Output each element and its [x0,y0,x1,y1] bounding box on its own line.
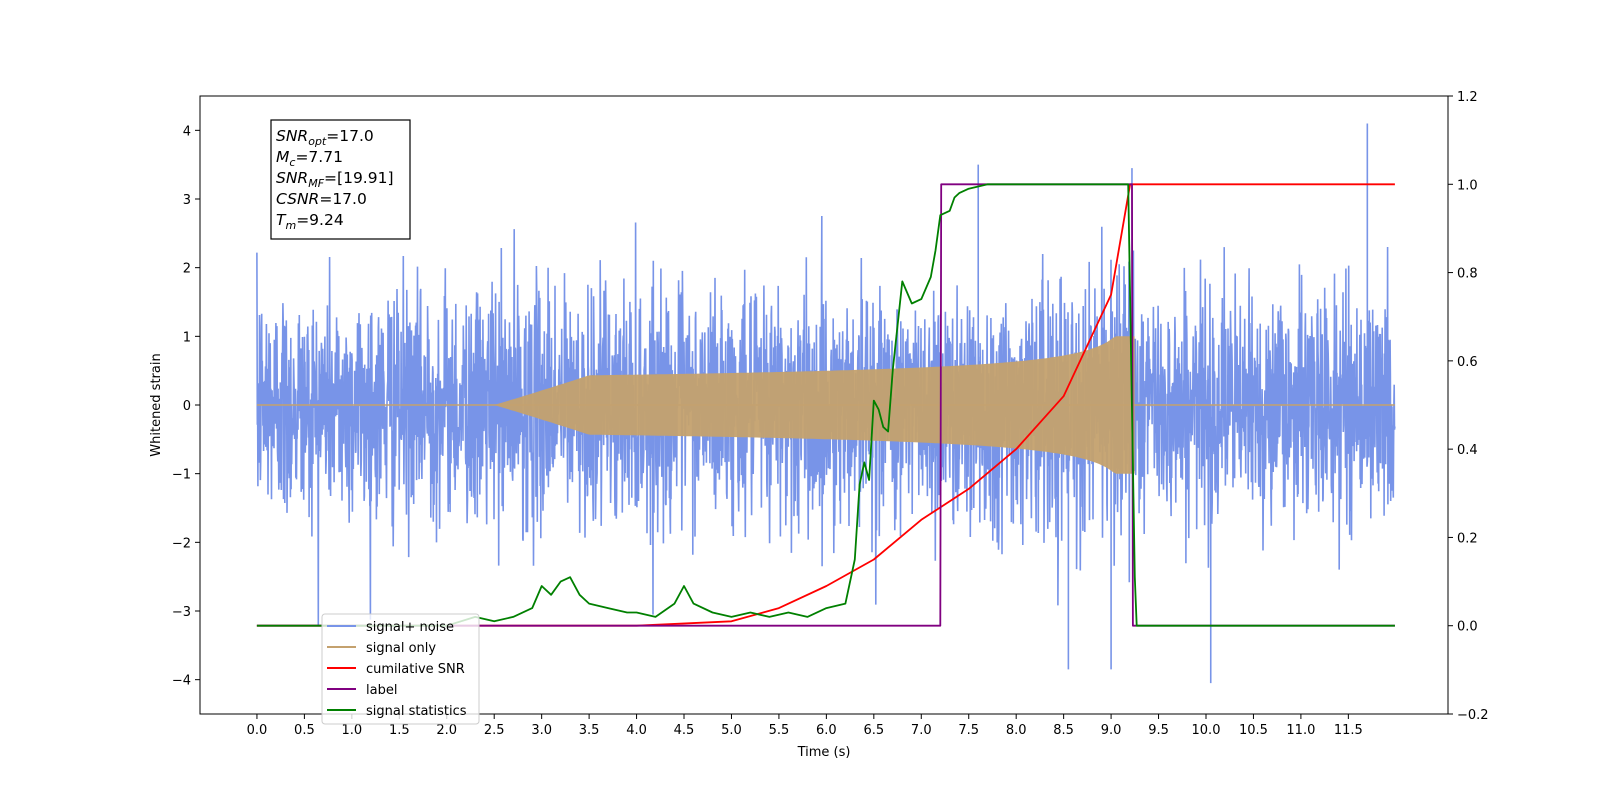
info-line: CSNR=17.0 [276,190,367,208]
x-tick-label: 1.5 [389,723,410,738]
axes: 0.0 0.5 1.0 1.5 2.0 2.5 3.0 3.5 4.0 4.5 5.0 5.5 6.0 6… [172,90,1489,738]
legend-label: signal+ noise [366,620,454,635]
y-right-tick-label: 0.2 [1457,531,1478,546]
x-tick-label: 9.5 [1148,723,1169,738]
info-box: SNRopt=17.0Mc=7.71SNRMF=[19.91]CSNR=17.0… [270,119,411,240]
x-tick-label: 6.5 [863,723,884,738]
x-tick-label: 0.0 [247,723,268,738]
x-tick-label: 2.5 [484,723,505,738]
x-tick-label: 3.0 [531,723,552,738]
y-right-tick-label: 0.4 [1457,443,1478,458]
x-tick-label: 4.0 [626,723,647,738]
y-tick-label: −1 [172,468,191,483]
x-tick-label: 5.0 [721,723,742,738]
x-tick-label: 8.5 [1053,723,1074,738]
y-tick-label: 4 [183,124,191,139]
y-tick-label: 2 [183,262,191,277]
y-tick-label: 0 [183,399,191,414]
x-tick-label: 4.5 [674,723,695,738]
info-subscript: c [289,156,295,169]
y-tick-label: −4 [172,674,191,689]
signal-noise-line [256,215,1396,626]
x-tick-label: 7.0 [911,723,932,738]
info-value: =[19.91] [324,169,393,187]
legend-label: cumilative SNR [366,662,465,677]
x-tick-label: 1.0 [342,723,363,738]
y-right-tick-label: −0.2 [1457,708,1489,723]
x-tick-label: 5.5 [769,723,790,738]
y-tick-label: 1 [183,330,191,345]
y-right-tick-label: 0.8 [1457,267,1478,282]
x-tick-label: 10.5 [1239,723,1268,738]
y-right-tick-label: 0.6 [1457,355,1478,370]
x-tick-label: 10.0 [1192,723,1221,738]
info-subscript: m [285,219,296,232]
info-line: SNRMF=[19.91] [276,169,394,190]
x-tick-label: 8.0 [1006,723,1027,738]
info-box-frame [270,119,411,240]
line-signal-statistics [256,183,1395,627]
info-line: SNRopt=17.0 [276,127,374,148]
y-tick-label: 3 [183,193,191,208]
y-right-tick-label: 1.0 [1457,178,1478,193]
x-tick-label: 0.5 [294,723,315,738]
info-value: =17.0 [326,127,374,145]
info-subscript: opt [308,135,327,148]
y-tick-label: −2 [172,536,191,551]
info-value: =17.0 [319,190,367,208]
x-tick-label: 11.0 [1286,723,1315,738]
info-symbol: CSNR [276,190,319,208]
y-axis-label: Whitened strain [149,353,164,456]
x-axis-label: Time (s) [797,745,851,760]
legend: signal+ noise signal only cumilative SNR la… [321,613,480,725]
series-signal-only [256,336,1395,474]
info-line: Tm=9.24 [276,211,344,232]
x-tick-label: 6.0 [816,723,837,738]
info-line: Mc=7.71 [276,148,343,169]
info-symbol: T [276,211,287,229]
series-lines [256,183,1395,627]
info-symbol: M [276,148,289,166]
legend-frame [321,613,480,725]
x-tick-label: 7.5 [958,723,979,738]
x-tick-label: 2.0 [436,723,457,738]
x-tick-label: 9.0 [1101,723,1122,738]
legend-label: label [366,683,397,698]
info-value: =7.71 [295,148,343,166]
legend-label: signal only [366,641,436,656]
y-right-tick-label: 1.2 [1457,90,1478,105]
info-value: =9.24 [296,211,344,229]
info-symbol: SNR [276,127,308,145]
x-tick-label: 3.5 [579,723,600,738]
info-symbol: SNR [276,169,308,187]
x-tick-label: 11.5 [1334,723,1363,738]
y-tick-label: −3 [172,605,191,620]
info-subscript: MF [308,177,324,190]
legend-label: signal statistics [366,704,467,719]
y-right-tick-label: 0.0 [1457,620,1478,635]
